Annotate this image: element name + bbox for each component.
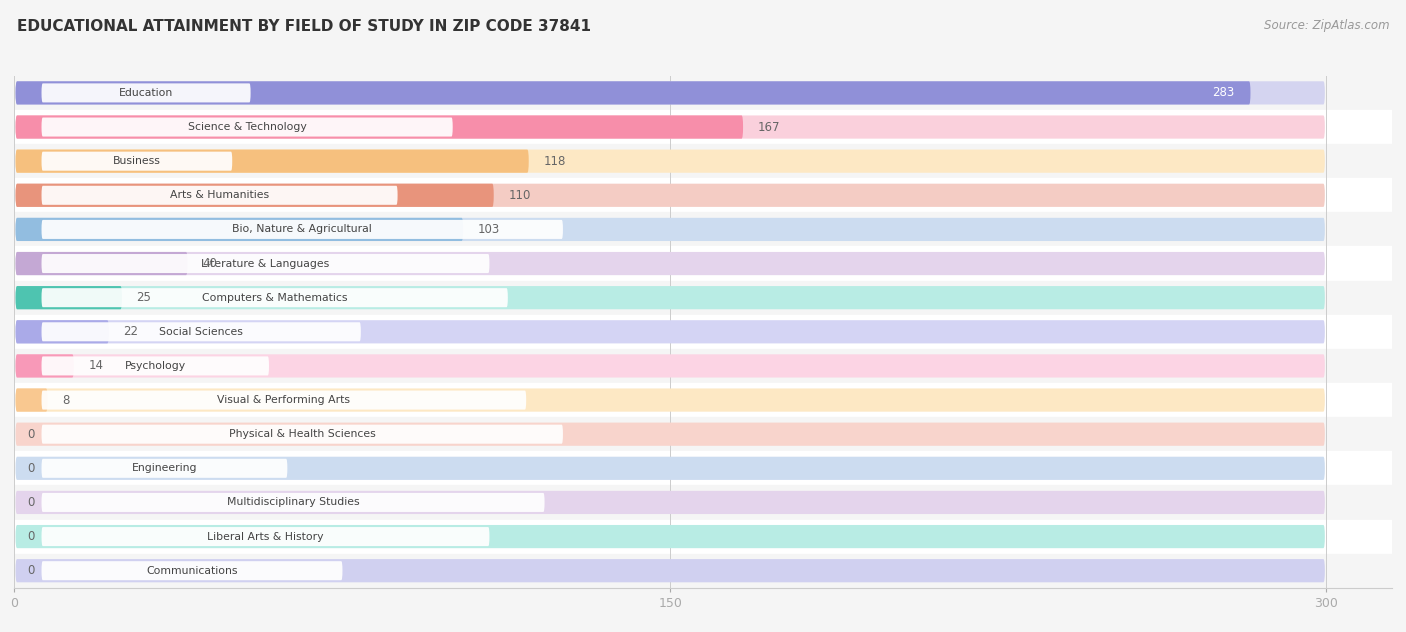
FancyBboxPatch shape (15, 286, 122, 309)
Text: Social Sciences: Social Sciences (159, 327, 243, 337)
Text: Communications: Communications (146, 566, 238, 576)
FancyBboxPatch shape (15, 218, 463, 241)
Text: Psychology: Psychology (125, 361, 186, 371)
Text: 0: 0 (27, 530, 35, 543)
FancyBboxPatch shape (15, 252, 1324, 275)
Bar (14, 110, 1392, 144)
FancyBboxPatch shape (42, 561, 343, 580)
Text: 283: 283 (1212, 87, 1234, 99)
Text: 40: 40 (202, 257, 217, 270)
FancyBboxPatch shape (15, 320, 1324, 343)
Text: Science & Technology: Science & Technology (188, 122, 307, 132)
Bar (14, 246, 1392, 281)
FancyBboxPatch shape (15, 184, 1324, 207)
FancyBboxPatch shape (42, 459, 287, 478)
FancyBboxPatch shape (15, 116, 1324, 138)
Bar (14, 178, 1392, 212)
FancyBboxPatch shape (15, 116, 742, 138)
Text: Arts & Humanities: Arts & Humanities (170, 190, 269, 200)
Text: 103: 103 (478, 223, 501, 236)
FancyBboxPatch shape (42, 425, 562, 444)
FancyBboxPatch shape (15, 218, 1324, 241)
FancyBboxPatch shape (15, 491, 1324, 514)
FancyBboxPatch shape (15, 559, 1324, 582)
Text: 25: 25 (136, 291, 152, 304)
Bar (14, 520, 1392, 554)
FancyBboxPatch shape (15, 389, 1324, 411)
FancyBboxPatch shape (42, 118, 453, 137)
FancyBboxPatch shape (15, 389, 48, 411)
Bar (14, 76, 1392, 110)
FancyBboxPatch shape (42, 391, 526, 410)
Text: 22: 22 (124, 325, 138, 338)
Text: 8: 8 (62, 394, 69, 406)
Text: 0: 0 (27, 496, 35, 509)
Text: Business: Business (112, 156, 160, 166)
FancyBboxPatch shape (42, 493, 544, 512)
FancyBboxPatch shape (15, 457, 1324, 480)
FancyBboxPatch shape (42, 152, 232, 171)
Text: 0: 0 (27, 564, 35, 577)
Text: EDUCATIONAL ATTAINMENT BY FIELD OF STUDY IN ZIP CODE 37841: EDUCATIONAL ATTAINMENT BY FIELD OF STUDY… (17, 19, 591, 34)
Text: Liberal Arts & History: Liberal Arts & History (207, 532, 323, 542)
Bar (14, 485, 1392, 520)
Text: Computers & Mathematics: Computers & Mathematics (202, 293, 347, 303)
FancyBboxPatch shape (42, 322, 361, 341)
FancyBboxPatch shape (15, 150, 1324, 173)
Text: Physical & Health Sciences: Physical & Health Sciences (229, 429, 375, 439)
Bar (14, 281, 1392, 315)
FancyBboxPatch shape (15, 320, 108, 343)
FancyBboxPatch shape (42, 186, 398, 205)
FancyBboxPatch shape (42, 527, 489, 546)
Text: Visual & Performing Arts: Visual & Performing Arts (218, 395, 350, 405)
Text: Bio, Nature & Agricultural: Bio, Nature & Agricultural (232, 224, 373, 234)
Bar (14, 144, 1392, 178)
FancyBboxPatch shape (15, 355, 73, 377)
Bar (14, 554, 1392, 588)
Bar (14, 417, 1392, 451)
FancyBboxPatch shape (15, 82, 1324, 104)
FancyBboxPatch shape (15, 150, 529, 173)
FancyBboxPatch shape (15, 423, 1324, 446)
Text: 118: 118 (543, 155, 565, 167)
FancyBboxPatch shape (42, 254, 489, 273)
Text: Multidisciplinary Studies: Multidisciplinary Studies (226, 497, 360, 507)
Text: 110: 110 (509, 189, 530, 202)
FancyBboxPatch shape (15, 184, 494, 207)
Text: Engineering: Engineering (132, 463, 197, 473)
FancyBboxPatch shape (15, 355, 1324, 377)
FancyBboxPatch shape (15, 525, 1324, 548)
FancyBboxPatch shape (42, 83, 250, 102)
Text: 167: 167 (758, 121, 780, 133)
Text: 0: 0 (27, 428, 35, 441)
FancyBboxPatch shape (42, 288, 508, 307)
Bar (14, 383, 1392, 417)
Bar (14, 451, 1392, 485)
Text: Source: ZipAtlas.com: Source: ZipAtlas.com (1264, 19, 1389, 32)
FancyBboxPatch shape (15, 82, 1250, 104)
Text: 14: 14 (89, 360, 104, 372)
FancyBboxPatch shape (42, 356, 269, 375)
FancyBboxPatch shape (42, 220, 562, 239)
FancyBboxPatch shape (15, 286, 1324, 309)
Text: Education: Education (120, 88, 173, 98)
Bar (14, 212, 1392, 246)
Text: Literature & Languages: Literature & Languages (201, 258, 329, 269)
Bar (14, 349, 1392, 383)
Bar (14, 315, 1392, 349)
FancyBboxPatch shape (15, 252, 187, 275)
Text: 0: 0 (27, 462, 35, 475)
